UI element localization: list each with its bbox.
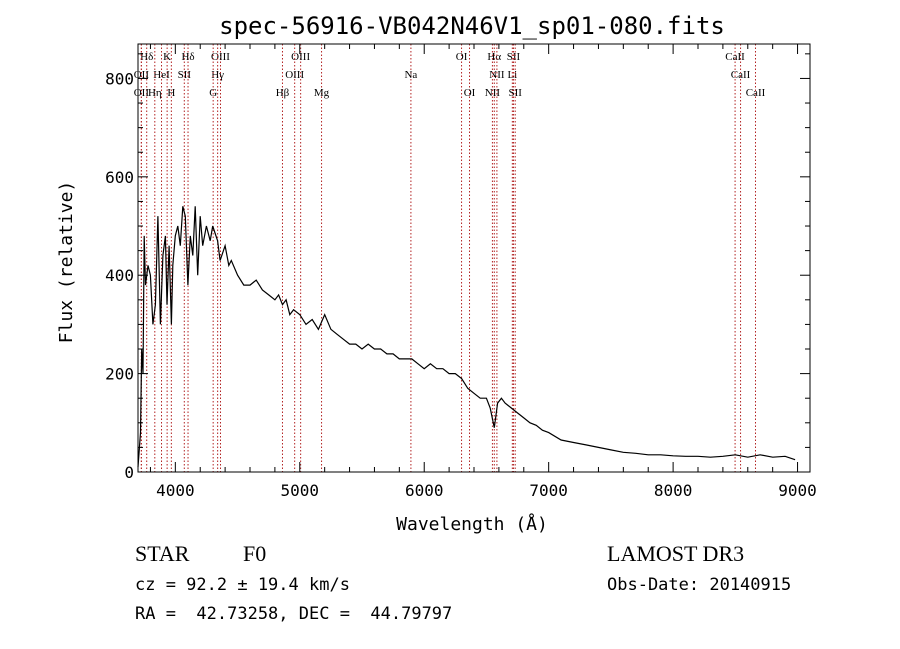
spectral-line-label-15: NII <box>489 69 505 81</box>
x-tick-label-7000: 7000 <box>529 481 568 500</box>
spectral-line-label-13: OIII <box>285 69 304 81</box>
chart-title: spec-56916-VB042N46V1_sp01-080.fits <box>219 12 725 40</box>
obs-date-text: Obs-Date: 20140915 <box>607 575 791 595</box>
survey-label: LAMOST DR3 <box>607 541 744 566</box>
spectral-line-label-17: CaII <box>731 69 751 81</box>
spectral-line-label-4: OIII <box>291 51 310 63</box>
redshift-text: cz = 92.2 ± 19.4 km/s <box>135 575 350 595</box>
y-tick-label-0: 0 <box>124 463 134 482</box>
spectral-line-label-8: CaII <box>725 51 745 63</box>
spectral-line-label-22: Hβ <box>276 87 290 99</box>
spectral-line-label-5: OI <box>456 51 468 63</box>
spectral-line-label-2: Hδ <box>181 51 194 63</box>
spectral-line-label-20: H <box>167 87 175 99</box>
object-class: STAR <box>135 541 190 566</box>
spectral-line-label-11: SII <box>178 69 192 81</box>
spectral-line-label-3: OIII <box>211 51 230 63</box>
spectral-line-label-16: Li <box>507 69 517 81</box>
x-tick-label-5000: 5000 <box>281 481 320 500</box>
y-tick-label-400: 400 <box>105 266 134 285</box>
x-tick-label-4000: 4000 <box>156 481 195 500</box>
x-tick-label-8000: 8000 <box>654 481 693 500</box>
spectral-line-label-25: NII <box>485 87 501 99</box>
x-axis-label: Wavelength (Å) <box>396 513 548 535</box>
spectral-line-label-1: K <box>163 51 171 63</box>
x-tick-label-9000: 9000 <box>778 481 817 500</box>
object-subclass: F0 <box>243 541 266 566</box>
coordinates-text: RA = 42.73258, DEC = 44.79797 <box>135 604 452 624</box>
spectral-line-label-0: Hδ <box>140 51 153 63</box>
plot-frame <box>137 43 811 473</box>
x-tick-label-6000: 6000 <box>405 481 444 500</box>
y-tick-label-200: 200 <box>105 365 134 384</box>
axes-layer: 4000 5000 6000 7000 8000 9000 0 200 400 600 800 <box>105 44 817 500</box>
spectral-line-label-14: Na <box>404 69 417 81</box>
spectral-line-label-27: CaII <box>746 87 766 99</box>
spectral-line-label-24: OI <box>464 87 476 99</box>
flux-series-flux <box>137 206 796 468</box>
spectral-line-label-21: G <box>209 87 217 99</box>
spectral-line-label-10: HeI <box>153 69 170 81</box>
flux-series-layer <box>137 206 796 468</box>
spectral-line-label-26: SII <box>508 87 522 99</box>
spectral-line-label-19: Hη <box>148 87 162 99</box>
spectral-line-label-23: Mg <box>314 87 330 99</box>
spectral-line-label-6: Hα <box>487 51 501 63</box>
spectral-line-label-7: SII <box>507 51 521 63</box>
y-tick-label-800: 800 <box>105 69 134 88</box>
spectral-line-label-12: Hγ <box>211 69 224 81</box>
y-axis-label: Flux (relative) <box>56 181 77 344</box>
y-tick-label-600: 600 <box>105 168 134 187</box>
